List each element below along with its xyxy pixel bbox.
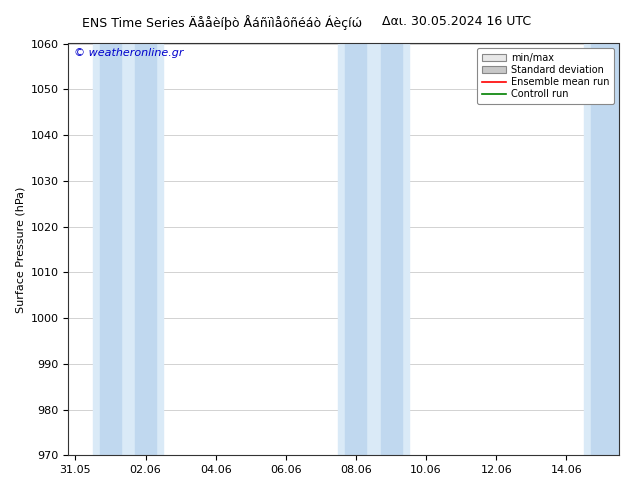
Bar — [93, 44, 128, 455]
Bar — [373, 44, 408, 455]
Bar — [135, 44, 156, 455]
Bar — [380, 44, 401, 455]
Text: Δαι. 30.05.2024 16 UTC: Δαι. 30.05.2024 16 UTC — [382, 15, 531, 28]
Bar — [339, 44, 373, 455]
Bar — [346, 44, 366, 455]
Text: © weatheronline.gr: © weatheronline.gr — [74, 48, 183, 58]
Y-axis label: Surface Pressure (hPa): Surface Pressure (hPa) — [15, 186, 25, 313]
Bar — [128, 44, 163, 455]
Bar — [100, 44, 121, 455]
Text: ENS Time Series Äååèíþò Åáñïìåôñéáò Áèçíώ: ENS Time Series Äååèíþò Åáñïìåôñéáò Áèçí… — [82, 15, 362, 30]
Bar — [584, 44, 619, 455]
Bar — [591, 44, 619, 455]
Legend: min/max, Standard deviation, Ensemble mean run, Controll run: min/max, Standard deviation, Ensemble me… — [477, 49, 614, 104]
